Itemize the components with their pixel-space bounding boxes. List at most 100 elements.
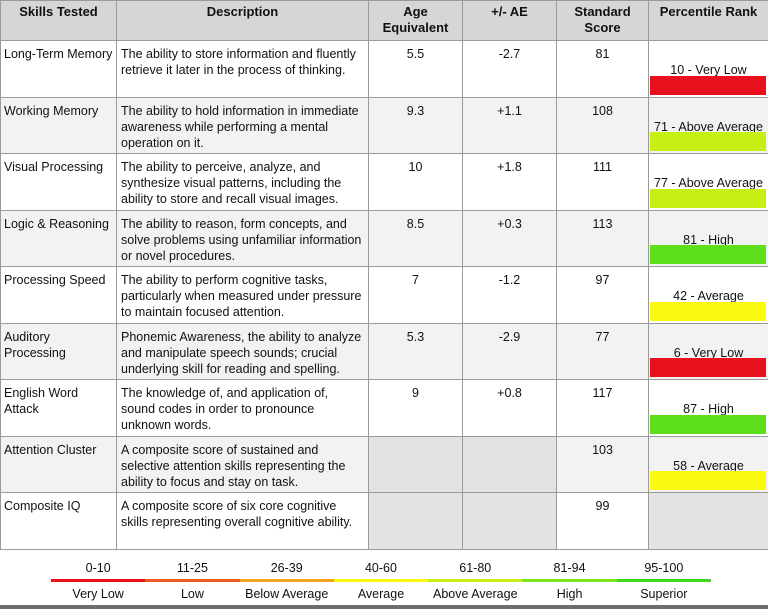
legend-ranges: 0-10 11-25 26-39 40-60 61-80 81-94 95-10… (51, 560, 711, 576)
age-equivalent: 8.5 (368, 209, 463, 267)
ae-value: -2.7 (462, 40, 557, 98)
ae-value: -1.2 (462, 266, 557, 324)
skill-name: Logic & Reasoning (0, 209, 117, 267)
percentile-label: 77 - Above Average (654, 176, 763, 190)
percentile-rank: 81 - High (648, 209, 768, 267)
header-description: Description (116, 0, 369, 41)
percentile-rank (648, 492, 768, 550)
age-equivalent (368, 435, 463, 493)
skill-name: Visual Processing (0, 153, 117, 211)
percentile-label: 81 - High (683, 232, 734, 247)
legend-swatch (616, 579, 711, 582)
legend-range: 0-10 (85, 561, 111, 575)
percentile-rank: 87 - High (648, 379, 768, 437)
skill-description: The ability to reason, form concepts, an… (116, 209, 369, 267)
skill-description: The ability to perform cognitive tasks, … (116, 266, 369, 324)
percentile-color-bar (650, 414, 766, 434)
skill-name: Composite IQ (0, 492, 117, 550)
table-row: Processing Speed The ability to perform … (0, 266, 768, 324)
percentile-color-bar (650, 471, 766, 490)
legend-label: Average (357, 587, 405, 601)
skill-description: A composite score of sustained and selec… (116, 435, 369, 493)
standard-score: 113 (556, 209, 649, 267)
ae-value: +1.8 (462, 153, 557, 211)
standard-score: 81 (556, 40, 649, 98)
standard-score: 97 (556, 266, 649, 324)
percentile-label: 10 - Very Low (670, 63, 747, 77)
skill-description: The ability to perceive, analyze, and sy… (116, 153, 369, 211)
header-percentile-rank: Percentile Rank (648, 0, 768, 41)
legend-range: 11-25 (176, 561, 208, 575)
legend-label: Below Average (245, 587, 329, 601)
ae-value: +0.8 (462, 379, 557, 437)
age-equivalent: 10 (368, 153, 463, 211)
ae-value (462, 435, 557, 493)
skill-description: The knowledge of, and application of, so… (116, 379, 369, 437)
percentile-label: 58 - Average (673, 458, 744, 473)
skill-description: The ability to hold information in immed… (116, 96, 369, 154)
legend-label: Very Low (72, 587, 124, 601)
header-age-equivalent: Age Equivalent (368, 0, 463, 41)
legend-swatch (428, 579, 523, 582)
skill-name: Attention Cluster (0, 435, 117, 493)
table-row: Visual Processing The ability to perceiv… (0, 153, 768, 211)
legend-swatch (145, 579, 240, 582)
skill-description: A composite score of six core cognitive … (116, 492, 369, 550)
percentile-rank: 71 - Above Average (648, 96, 768, 154)
table-row: Working Memory The ability to hold infor… (0, 96, 768, 154)
standard-score: 111 (556, 153, 649, 211)
percentile-label: 87 - High (683, 402, 734, 416)
percentile-rank: 10 - Very Low (648, 40, 768, 98)
age-equivalent: 5.5 (368, 40, 463, 98)
percentile-rank: 42 - Average (648, 266, 768, 324)
legend-label: Low (180, 587, 204, 601)
skill-name: Long-Term Memory (0, 40, 117, 98)
ae-value (462, 492, 557, 550)
skill-description: Phonemic Awareness, the ability to analy… (116, 322, 369, 380)
legend-swatch (239, 579, 334, 582)
table-row: English Word Attack The knowledge of, an… (0, 379, 768, 437)
legend-swatch (333, 579, 429, 582)
age-equivalent: 5.3 (368, 322, 463, 380)
legend-range: 81-94 (553, 561, 586, 575)
legend-swatch (51, 579, 146, 582)
legend-range: 26-39 (270, 561, 303, 575)
skill-name: English Word Attack (0, 379, 117, 437)
skill-name: Working Memory (0, 96, 117, 154)
age-equivalent: 9.3 (368, 96, 463, 154)
percentile-rank: 6 - Very Low (648, 322, 768, 380)
age-equivalent (368, 492, 463, 550)
legend-range: 61-80 (459, 561, 492, 575)
percentile-rank: 77 - Above Average (648, 153, 768, 211)
percentile-color-bar (650, 301, 766, 321)
table-row: Logic & Reasoning The ability to reason,… (0, 209, 768, 267)
skill-description: The ability to store information and flu… (116, 40, 369, 98)
age-equivalent: 7 (368, 266, 463, 324)
percentile-color-bar (650, 132, 766, 151)
legend-swatch (522, 579, 617, 582)
header-skills-tested: Skills Tested (0, 0, 117, 41)
legend-labels: Very Low Low Below Average Average Above… (51, 586, 711, 602)
ae-value: +0.3 (462, 209, 557, 267)
header-ae: +/- AE (462, 0, 557, 41)
legend-range: 40-60 (364, 561, 397, 575)
table-row: Long-Term Memory The ability to store in… (0, 40, 768, 98)
percentile-color-bar (650, 358, 766, 377)
legend-label: Superior (640, 587, 688, 601)
footer-divider (0, 605, 768, 609)
ae-value: +1.1 (462, 96, 557, 154)
skill-name: Auditory Processing (0, 322, 117, 380)
legend-label: High (556, 587, 583, 601)
legend-label: Above Average (432, 587, 518, 601)
standard-score: 77 (556, 322, 649, 380)
percentile-label: 6 - Very Low (673, 345, 744, 360)
age-equivalent: 9 (368, 379, 463, 437)
skill-name: Processing Speed (0, 266, 117, 324)
table-row: Composite IQ A composite score of six co… (0, 492, 768, 550)
legend-range: 95-100 (644, 561, 684, 575)
percentile-color-bar (650, 75, 766, 95)
percentile-label: 42 - Average (673, 289, 744, 303)
legend-color-band (51, 579, 711, 582)
standard-score: 108 (556, 96, 649, 154)
standard-score: 99 (556, 492, 649, 550)
